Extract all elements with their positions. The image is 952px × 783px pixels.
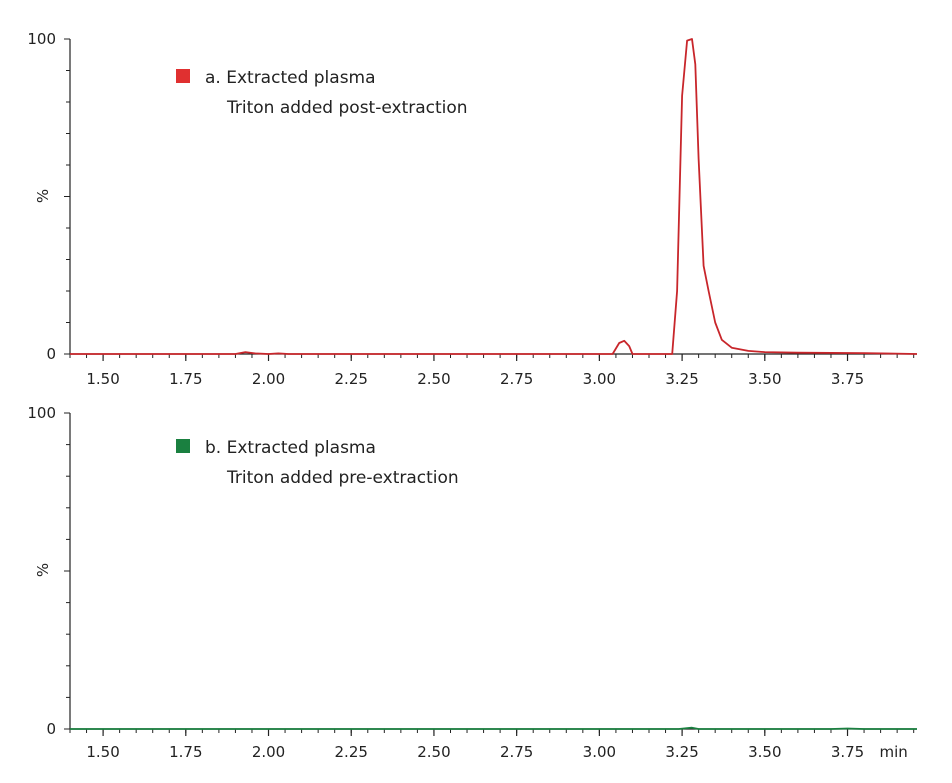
legend-sublabel: Triton added pre-extraction [226,468,459,488]
legend-swatch [176,69,190,83]
y-axis-label: % [34,563,52,577]
x-tick-label: 1.50 [86,743,119,761]
legend-swatch [176,439,190,453]
x-tick-label: 1.50 [86,370,119,388]
x-tick-label: 3.50 [748,743,781,761]
x-tick-label: 3.75 [831,370,864,388]
x-tick-label: 3.25 [665,370,698,388]
chart-panel-a: 0 100% 1.50 1.75 2.00 2.25 2.50 2.75 3.00 3.25 3.5… [27,30,918,388]
legend-label: a. Extracted plasma [205,68,376,88]
x-tick-label: 3.50 [748,370,781,388]
series-line [70,726,917,730]
x-tick-label: 2.50 [417,743,450,761]
x-tick-label: 2.00 [252,743,285,761]
y-tick-label: 100 [27,30,56,48]
x-tick-label: 1.75 [169,743,202,761]
legend-label: b. Extracted plasma [205,438,376,458]
x-tick-label: 2.25 [335,743,368,761]
x-tick-label: 2.00 [252,370,285,388]
x-tick-label: 2.50 [417,370,450,388]
y-tick-label: 100 [27,404,56,422]
x-tick-label: 2.75 [500,743,533,761]
y-tick-label: 0 [46,345,56,363]
y-tick-label: 0 [46,720,56,738]
x-tick-label: 2.75 [500,370,533,388]
chart-panel-b: 0 100% 1.50 1.75 2.00 2.25 2.50 2.75 3.00 3.25 3.5… [27,404,917,761]
series-line [70,38,918,355]
x-tick-label: 2.25 [335,370,368,388]
y-axis-label: % [34,189,52,203]
x-tick-label: 3.75 [831,743,864,761]
x-tick-label: 3.00 [583,370,616,388]
x-tick-label: 3.25 [665,743,698,761]
x-tick-label: 1.75 [169,370,202,388]
legend-sublabel: Triton added post-extraction [226,98,468,118]
x-unit-label: min [880,743,908,761]
x-tick-label: 3.00 [583,743,616,761]
